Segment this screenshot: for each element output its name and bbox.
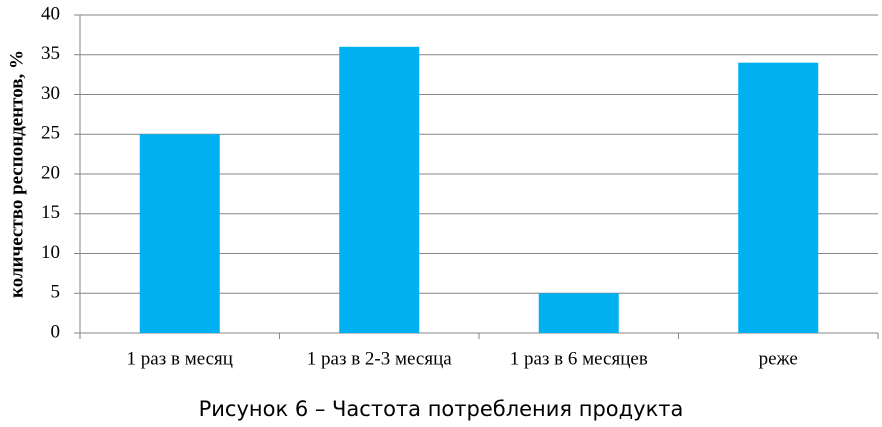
x-tick-label: 1 раз в 6 месяцев — [510, 348, 648, 369]
y-tick-label: 30 — [41, 83, 60, 104]
x-tick-label: 1 раз в месяц — [127, 348, 233, 369]
bar — [538, 293, 619, 333]
x-tick-label: реже — [759, 348, 798, 369]
y-axis-label: количество респондентов, % — [6, 50, 27, 298]
chart-caption: Рисунок 6 – Частота потребления продукта — [199, 397, 684, 421]
y-tick-label: 15 — [41, 202, 60, 223]
y-tick-label: 35 — [41, 43, 60, 64]
y-tick-label: 5 — [51, 282, 61, 303]
bar — [339, 46, 420, 334]
y-tick-label: 20 — [41, 162, 60, 183]
y-tick-label: 40 — [41, 3, 60, 24]
y-tick-label: 10 — [41, 242, 60, 263]
bar — [139, 134, 220, 333]
y-tick-label: 25 — [41, 123, 60, 144]
bar — [738, 62, 819, 333]
x-tick-label: 1 раз в 2-3 месяца — [307, 348, 453, 369]
y-tick-label: 0 — [51, 321, 61, 342]
